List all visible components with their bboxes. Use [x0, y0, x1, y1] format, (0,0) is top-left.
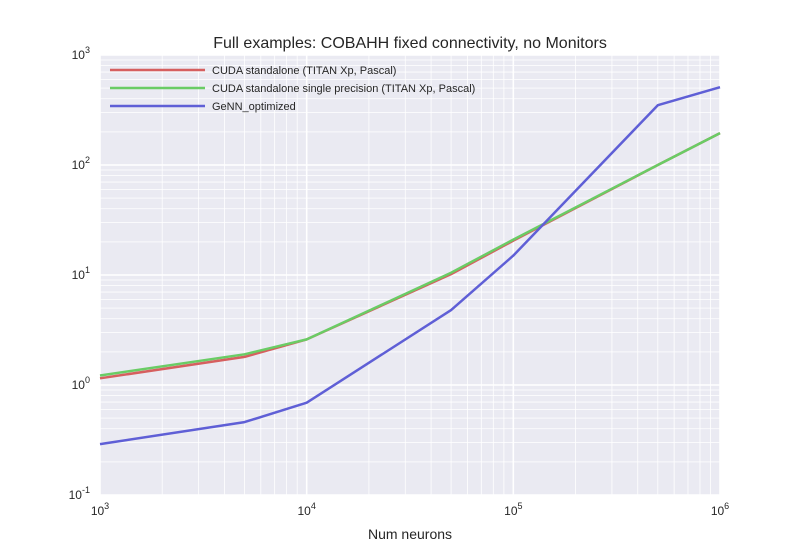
- x-tick-labels: 103 104 105 106: [91, 501, 729, 518]
- y-tick-label: 103: [72, 45, 90, 62]
- x-axis-label: Num neurons: [368, 526, 452, 542]
- legend-label-cuda-standalone: CUDA standalone (TITAN Xp, Pascal): [212, 65, 396, 77]
- series-lines: [99, 85, 721, 446]
- legend: CUDA standalone (TITAN Xp, Pascal) CUDA …: [110, 65, 475, 113]
- x-tick-label: 103: [91, 501, 109, 518]
- y-tick-label: 10-1: [69, 485, 90, 502]
- grid-major: [99, 54, 721, 496]
- x-tick-label: 105: [504, 501, 522, 518]
- y-tick-label: 100: [72, 375, 90, 392]
- x-tick-label: 106: [711, 501, 729, 518]
- series-line-cuda-single-precision: [99, 131, 721, 377]
- chart-title: Full examples: COBAHH fixed connectivity…: [213, 35, 607, 52]
- y-tick-labels: 10-1 100 101 102 103: [69, 45, 90, 502]
- legend-label-genn-optimized: GeNN_optimized: [212, 101, 296, 113]
- legend-label-cuda-single-precision: CUDA standalone single precision (TITAN …: [212, 83, 475, 95]
- series-line-genn-optimized: [99, 85, 721, 446]
- x-tick-label: 104: [297, 501, 315, 518]
- y-tick-label: 102: [72, 155, 90, 172]
- y-tick-label: 101: [72, 265, 90, 282]
